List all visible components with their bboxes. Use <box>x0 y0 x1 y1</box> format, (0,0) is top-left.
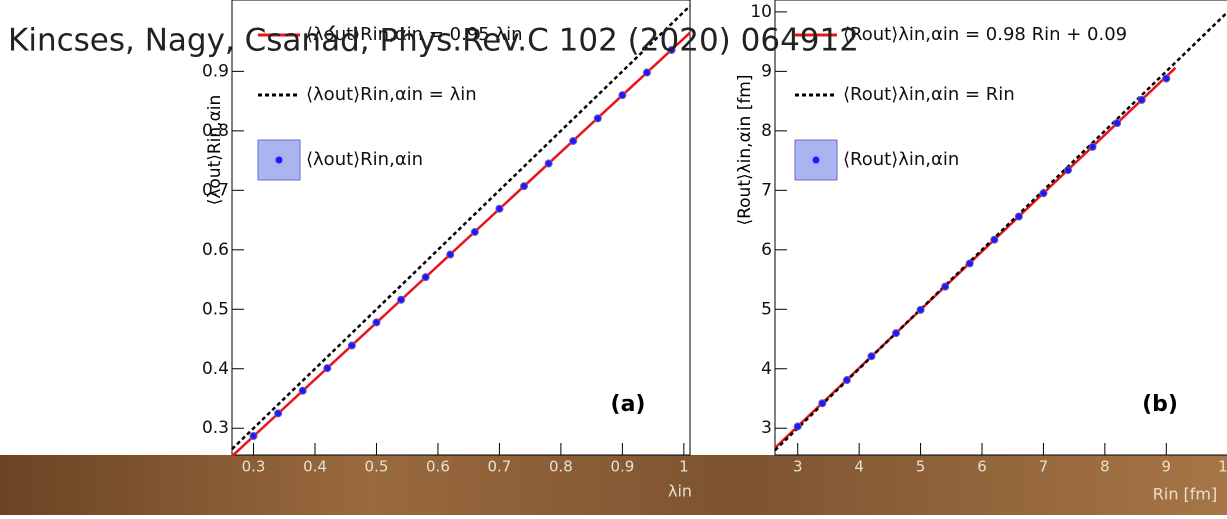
legend-marker <box>275 156 283 164</box>
data-point <box>495 204 504 213</box>
data-point <box>1113 119 1122 128</box>
x-tick-label: 3 <box>793 458 803 476</box>
y-tick-label: 0.5 <box>202 299 229 319</box>
data-point <box>642 68 651 77</box>
y-tick-label: 3 <box>761 418 772 438</box>
data-point <box>421 273 430 282</box>
data-point <box>446 250 455 259</box>
y-axis-label: ⟨λout⟩Rin,αin <box>205 95 225 206</box>
x-tick-label: 7 <box>1039 458 1049 476</box>
wood-floor <box>0 455 1227 515</box>
y-tick-label: 7 <box>761 180 772 200</box>
y-tick-label: 0.8 <box>202 121 229 141</box>
legend-marker <box>812 156 820 164</box>
y-tick-label: 6 <box>761 240 772 260</box>
x-tick-label: 4 <box>854 458 864 476</box>
x-tick-label: 0.8 <box>549 458 573 476</box>
data-point <box>569 136 578 145</box>
plot-frame <box>774 0 1227 456</box>
data-point <box>274 409 283 418</box>
y-tick-label: 5 <box>761 299 772 319</box>
x-tick-label: 8 <box>1100 458 1110 476</box>
y-tick-label: 9 <box>761 61 772 81</box>
x-tick-label: 0.7 <box>487 458 511 476</box>
y-tick-label: 4 <box>761 359 772 379</box>
series-line <box>231 31 691 458</box>
panel-label: (b) <box>1142 392 1178 417</box>
data-point <box>667 45 676 54</box>
legend-label: ⟨λout⟩Rin,αin = λin <box>306 84 477 105</box>
y-tick-label: 0.7 <box>202 180 229 200</box>
data-point <box>818 399 827 408</box>
data-point <box>1064 166 1073 175</box>
x-tick-label: 9 <box>1162 458 1172 476</box>
y-axis-label: ⟨Rout⟩λin,αin [fm] <box>735 74 755 225</box>
legend-label: ⟨Rout⟩λin,αin <box>843 149 959 170</box>
data-point <box>867 352 876 361</box>
data-point <box>544 159 553 168</box>
data-point <box>990 235 999 244</box>
data-point <box>965 259 974 268</box>
y-tick-label: 8 <box>761 121 772 141</box>
data-point <box>298 386 307 395</box>
data-point <box>593 114 602 123</box>
data-point <box>1088 142 1097 151</box>
data-point <box>347 341 356 350</box>
y-tick-label: 0.3 <box>202 418 229 438</box>
legend-label: ⟨λout⟩Rin,αin = 0.95 λin <box>306 24 522 45</box>
y-tick-label: 0.9 <box>202 61 229 81</box>
x-tick-label: 0.3 <box>242 458 266 476</box>
x-tick-label: 0.4 <box>303 458 327 476</box>
x-axis-label: Rin [fm] <box>1153 485 1218 504</box>
data-point <box>618 91 627 100</box>
x-tick-label: 0.6 <box>426 458 450 476</box>
x-axis-label: λin <box>668 482 692 501</box>
data-point <box>916 305 925 314</box>
panel-label: (a) <box>611 392 646 417</box>
y-tick-label: 10 <box>750 2 772 22</box>
data-point <box>1137 95 1146 104</box>
legend-label: ⟨Rout⟩λin,αin = 0.98 Rin + 0.09 <box>843 24 1127 45</box>
legend-swatch <box>257 139 301 181</box>
data-point <box>1039 189 1048 198</box>
data-point <box>372 318 381 327</box>
citation: Kincses, Nagy, Csanád, Phys.Rev.C 102 (2… <box>8 23 859 59</box>
data-point <box>323 364 332 373</box>
series-line <box>231 5 691 450</box>
data-point <box>470 227 479 236</box>
data-point <box>1162 74 1171 83</box>
data-point <box>397 295 406 304</box>
charts: 0.3 0.4 0.5 0.6 0.7 0.8 0.9 1 0.3 0.4 0.5 0.6 0.7 0.8… <box>202 0 1227 504</box>
series-line <box>774 10 1227 452</box>
x-tick-label: 10 <box>1218 458 1227 476</box>
x-tick-label: 0.5 <box>365 458 389 476</box>
data-point <box>793 422 802 431</box>
x-tick-label: 1 <box>679 458 689 476</box>
data-point <box>842 376 851 385</box>
x-tick-label: 6 <box>977 458 987 476</box>
data-point <box>941 282 950 291</box>
y-tick-label: 0.4 <box>202 359 229 379</box>
data-point <box>892 329 901 338</box>
legend-label: ⟨λout⟩Rin,αin <box>306 149 423 170</box>
legend-label: ⟨Rout⟩λin,αin = Rin <box>843 84 1015 105</box>
y-tick-label: 0.6 <box>202 240 229 260</box>
data-point <box>520 182 529 191</box>
data-point <box>249 431 258 440</box>
data-point <box>1014 212 1023 221</box>
x-tick-label: 0.9 <box>610 458 634 476</box>
x-tick-label: 5 <box>916 458 926 476</box>
